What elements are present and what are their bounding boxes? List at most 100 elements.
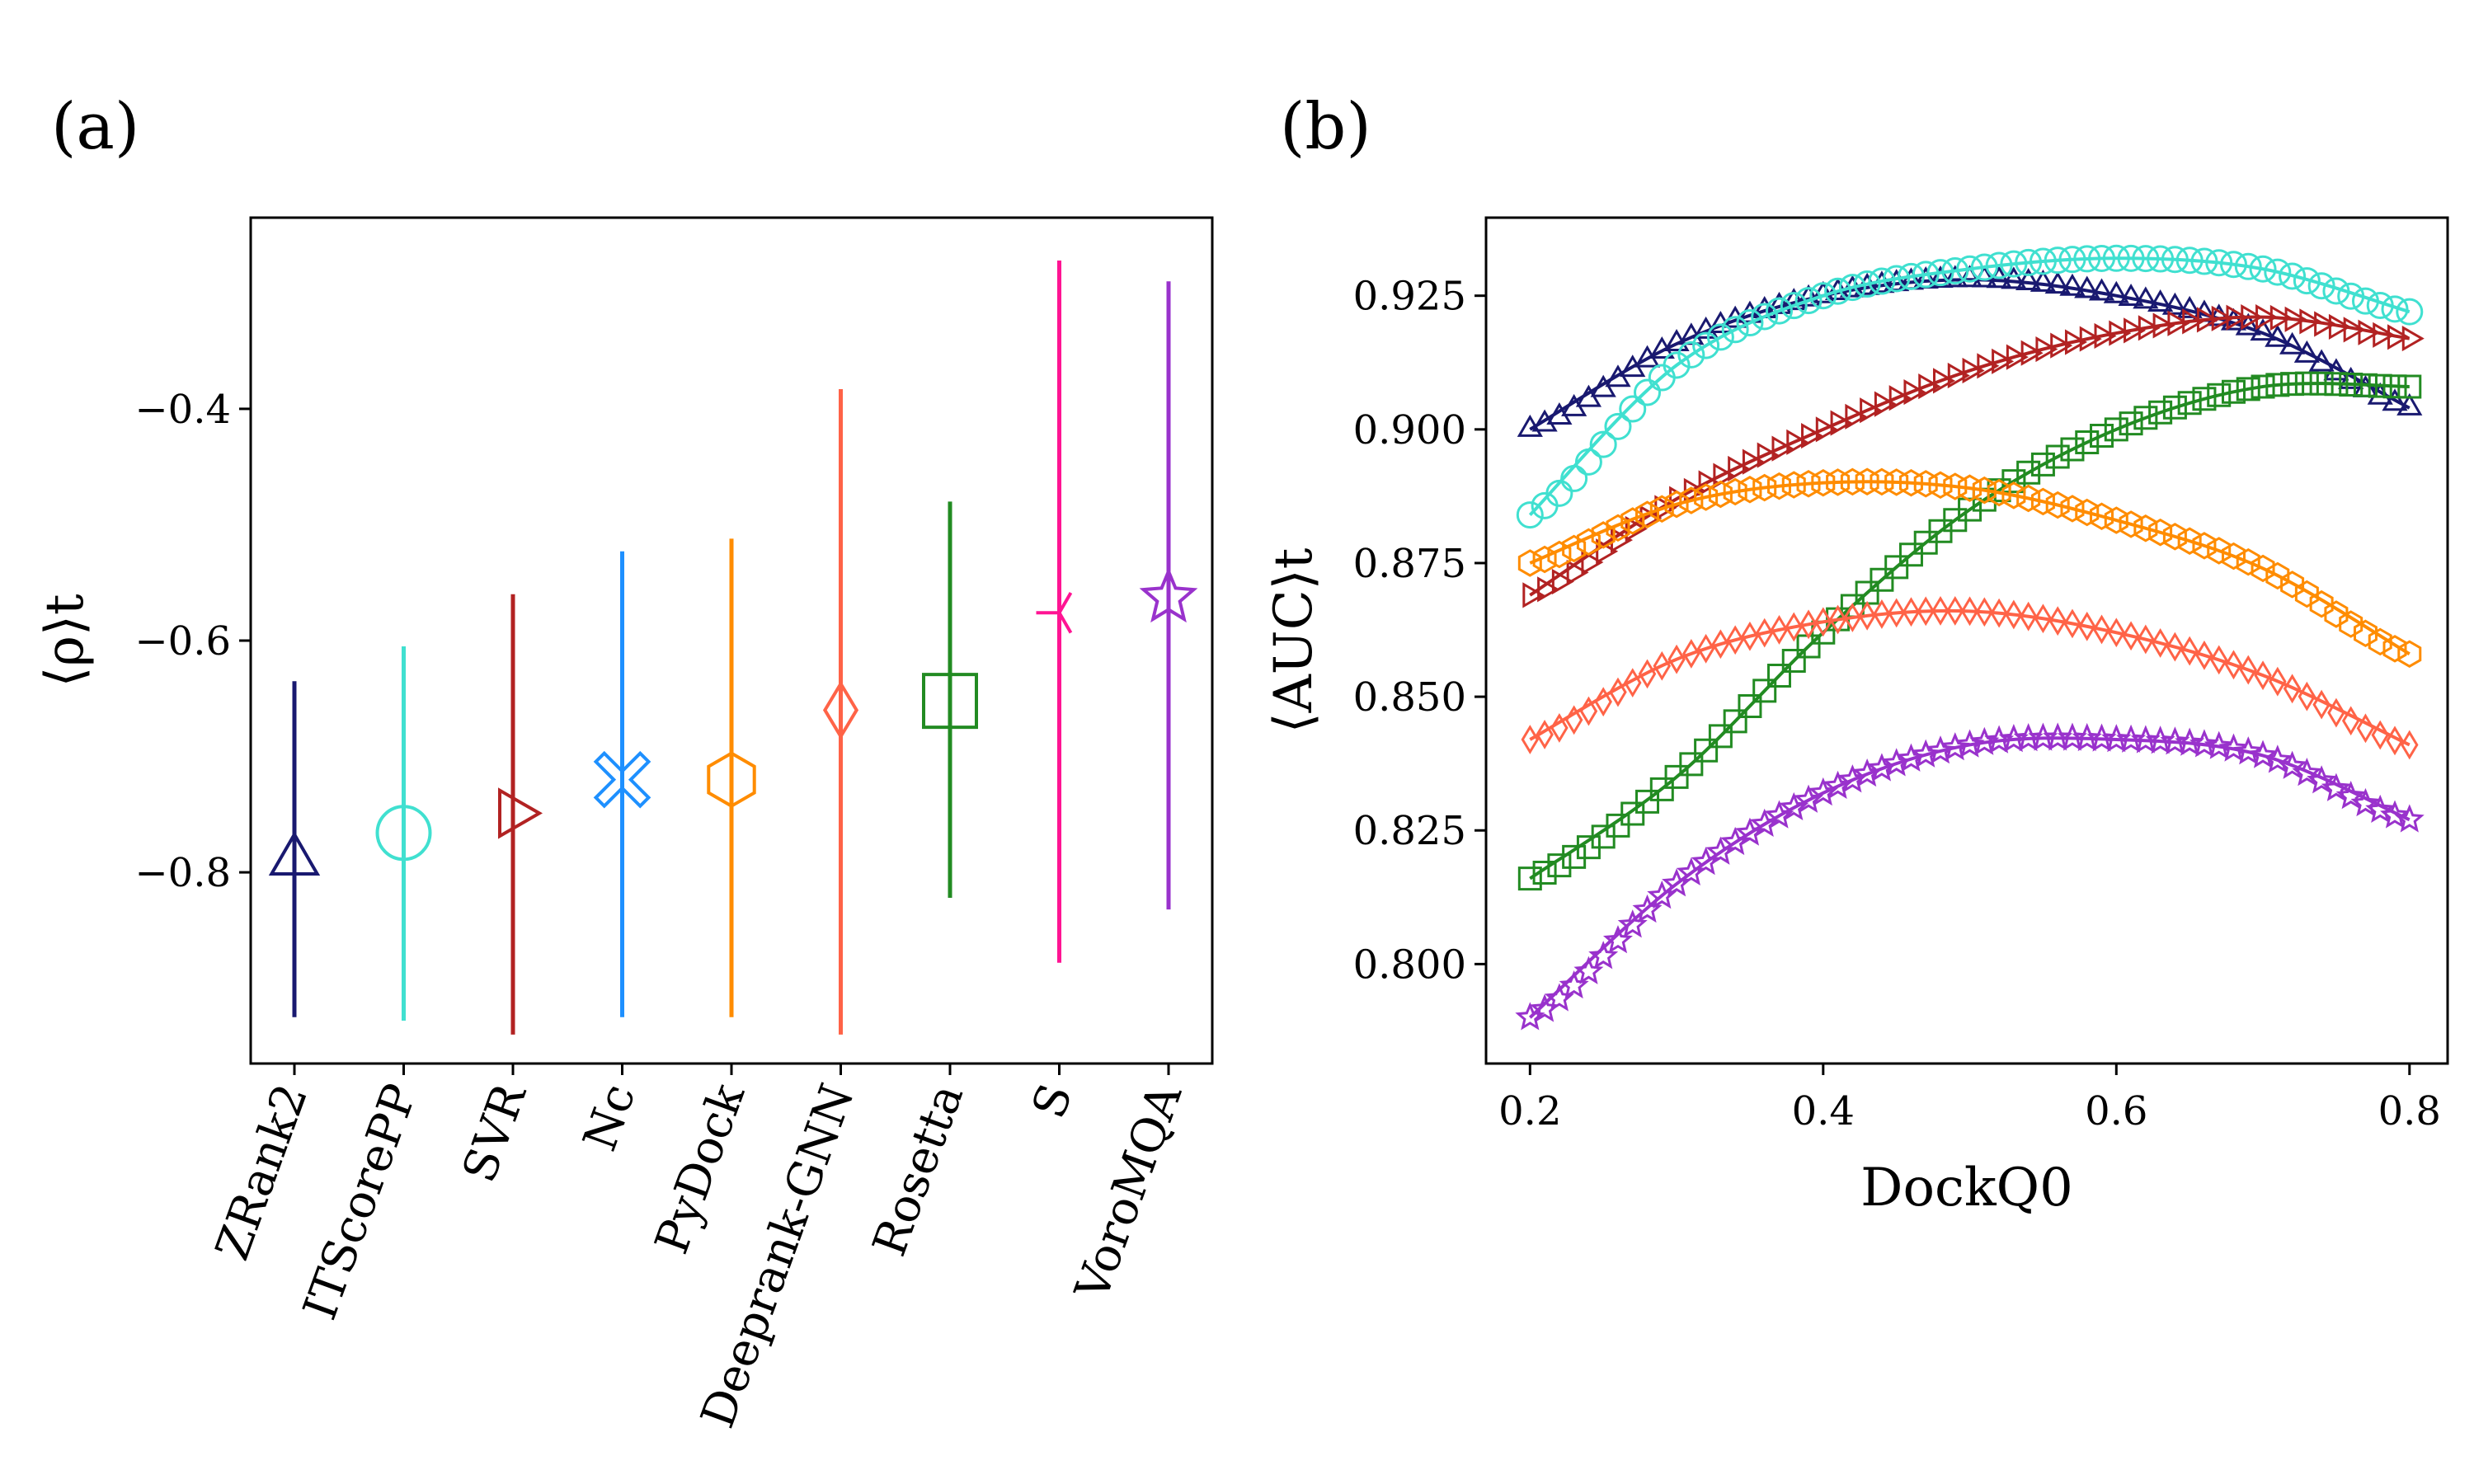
series-marker xyxy=(2387,324,2411,350)
series-marker xyxy=(2299,308,2322,335)
series-marker xyxy=(1814,607,1832,637)
series-marker xyxy=(1830,410,1853,436)
series-marker xyxy=(2338,366,2364,389)
series-marker xyxy=(1903,378,1926,406)
series-marker xyxy=(2366,291,2394,319)
series-marker xyxy=(1858,600,1876,631)
series-marker xyxy=(2293,340,2320,363)
series-marker xyxy=(1874,391,1897,417)
series-marker xyxy=(2294,580,2319,608)
series-marker xyxy=(1610,527,1633,553)
series-marker xyxy=(1954,729,1985,758)
series xyxy=(1516,244,2424,529)
series-marker xyxy=(2000,250,2028,278)
data-point xyxy=(822,680,859,740)
series-marker xyxy=(1751,303,1779,331)
series-marker xyxy=(2353,619,2378,648)
series-marker xyxy=(1663,351,1691,379)
series-marker xyxy=(1786,429,1809,455)
series-marker xyxy=(2343,317,2366,343)
series-marker xyxy=(1853,270,1881,298)
series-marker xyxy=(1604,412,1632,440)
series-marker xyxy=(1589,430,1617,458)
series-marker xyxy=(1941,256,1969,284)
y-tick-label: −0.4 xyxy=(134,387,231,433)
series-line xyxy=(1529,382,2410,881)
series-marker xyxy=(1550,713,1569,743)
series-marker xyxy=(2351,287,2379,315)
series-marker xyxy=(1809,282,1837,310)
series-marker xyxy=(1860,397,1883,424)
series-marker xyxy=(2307,272,2335,300)
series-marker xyxy=(2365,794,2396,824)
series-marker xyxy=(2015,267,2042,290)
series-marker xyxy=(2236,547,2260,576)
series-marker xyxy=(1926,735,1955,764)
x-tick-label: Nc xyxy=(573,1078,647,1158)
series-marker xyxy=(2058,246,2086,274)
series-marker xyxy=(2209,645,2228,675)
series-marker xyxy=(1781,471,1806,499)
series-marker xyxy=(1911,739,1941,768)
series-marker xyxy=(1545,479,1573,507)
series-marker xyxy=(1947,362,1970,389)
series-marker xyxy=(1766,291,1793,314)
series xyxy=(1521,595,2419,760)
series-marker xyxy=(1956,255,1984,283)
series-marker xyxy=(1728,455,1751,482)
series-marker xyxy=(2078,611,2096,641)
series-marker xyxy=(2122,621,2140,651)
series-marker xyxy=(2124,317,2147,344)
series-marker xyxy=(2166,632,2185,662)
series-marker xyxy=(1623,668,1642,698)
series-marker xyxy=(2279,331,2306,355)
y-tick-label: 0.900 xyxy=(1353,407,1466,453)
series-marker xyxy=(2107,618,2126,648)
series xyxy=(1517,467,2422,668)
series-marker xyxy=(2239,655,2258,685)
series-marker xyxy=(1560,464,1588,492)
series-marker xyxy=(1537,576,1560,603)
series-marker xyxy=(2109,320,2132,346)
series-marker xyxy=(1855,467,1879,495)
series-marker xyxy=(2175,247,2204,275)
series-marker xyxy=(2322,277,2350,305)
series-marker xyxy=(1649,495,1674,523)
series xyxy=(1515,722,2425,1031)
series-marker xyxy=(1962,357,1985,384)
x-tick-label: VoroMQA xyxy=(1065,1077,1192,1308)
x-tick-label: PyDock xyxy=(645,1077,755,1261)
series-marker xyxy=(1958,474,1982,502)
series-marker xyxy=(2218,733,2249,762)
series-marker xyxy=(2401,730,2419,760)
series-marker xyxy=(1902,597,1921,627)
series-marker xyxy=(2151,627,2170,658)
series-marker xyxy=(1796,470,1821,498)
series-marker xyxy=(1755,618,1774,648)
series-marker xyxy=(2307,765,2337,794)
series-marker xyxy=(1785,612,1804,642)
y-axis-label: ⟨ρ⟩t xyxy=(35,594,96,688)
series-marker xyxy=(1638,659,1657,689)
series-marker xyxy=(2048,606,2067,636)
series-marker xyxy=(2001,266,2027,289)
series-marker xyxy=(2314,311,2337,337)
series-marker xyxy=(1766,472,1791,500)
series-marker xyxy=(1884,468,1909,496)
series-marker xyxy=(2063,608,2081,639)
series-marker xyxy=(1562,534,1587,563)
series-marker xyxy=(2373,322,2396,348)
series-marker xyxy=(1736,309,1764,337)
series-marker xyxy=(1883,265,1911,293)
series-marker xyxy=(1653,650,1672,681)
series-marker xyxy=(2117,244,2145,272)
series-marker xyxy=(2381,295,2409,323)
series-marker xyxy=(1843,603,1862,632)
series-marker xyxy=(2102,244,2130,272)
y-tick-label: −0.6 xyxy=(134,618,231,665)
series-marker xyxy=(1566,559,1589,585)
panel-label-b: (b) xyxy=(1280,90,1371,164)
series-marker xyxy=(1933,368,1956,394)
series-marker xyxy=(1984,725,2015,754)
